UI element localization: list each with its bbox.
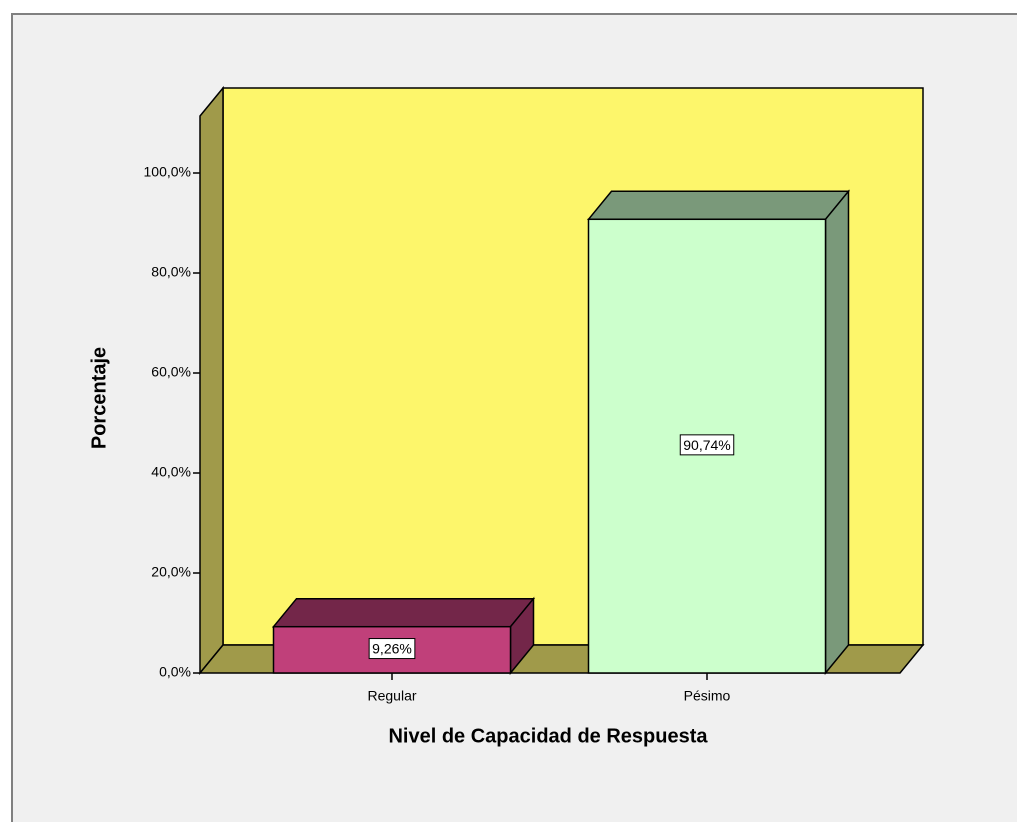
bar [587,218,827,674]
x-axis-title: Nivel de Capacidad de Respuesta [388,725,708,747]
data-label-box [679,434,735,456]
y-tick-label: 60,0% [151,364,191,380]
y-tick-label: 40,0% [151,464,191,480]
data-label-box [368,638,416,660]
y-axis-title: Porcentaje [88,347,110,449]
bar-side [824,189,850,676]
data-label: 9,26% [372,641,412,657]
bar-top [271,597,536,628]
y-tick-label: 20,0% [151,564,191,580]
data-label: 90,74% [683,437,730,453]
y-tick-label: 100,0% [144,164,191,180]
side-wall [199,85,224,676]
x-tick-label: Regular [367,688,416,704]
x-tick-label: Pésimo [684,688,731,704]
y-tick-label: 0,0% [159,664,191,680]
y-tick-label: 80,0% [151,264,191,280]
bar-top [586,190,851,221]
